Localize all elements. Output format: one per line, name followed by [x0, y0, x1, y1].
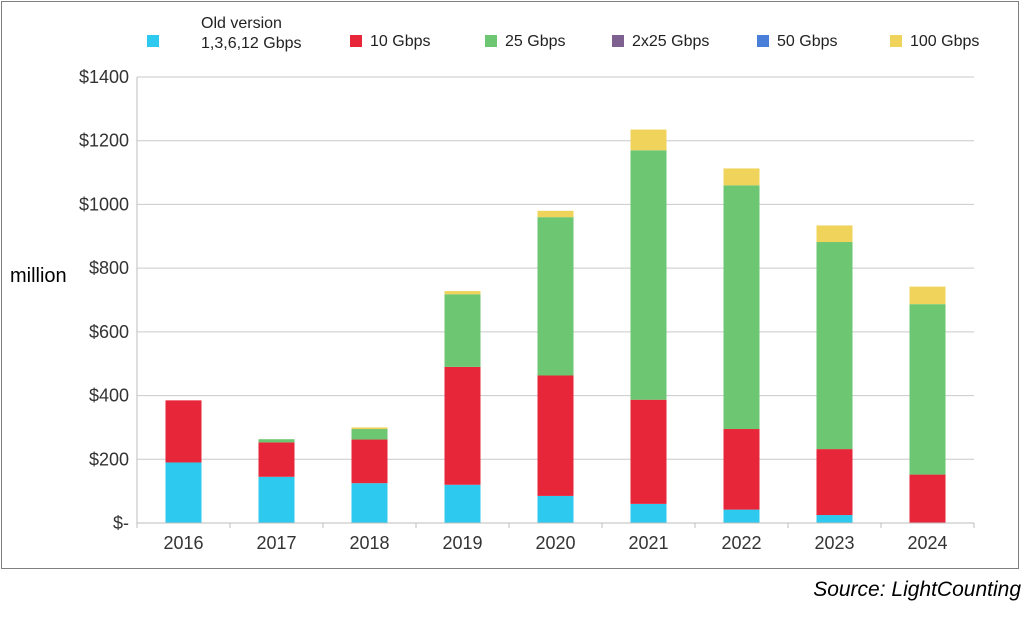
legend-label: Old version [201, 15, 282, 32]
legend-swatch [147, 35, 159, 47]
legend-label: 25 Gbps [505, 33, 565, 50]
bar-segment [723, 429, 760, 510]
bar-segment [444, 366, 481, 485]
y-tick-label: $1400 [79, 67, 129, 87]
bar-segment [630, 503, 667, 523]
bar-segment [165, 400, 202, 463]
y-tick-label: $800 [89, 258, 129, 278]
legend-label: 2x25 Gbps [632, 33, 709, 50]
y-tick-label: $400 [89, 386, 129, 406]
legend-swatch [890, 35, 902, 47]
bar-segment [351, 439, 388, 484]
bar-segment [258, 439, 295, 443]
legend-label: 10 Gbps [370, 33, 430, 50]
bar-segment [444, 291, 481, 295]
bar-segment [909, 286, 946, 305]
legend-swatch [485, 35, 497, 47]
bar-segment [816, 515, 853, 523]
axes: $- $200 $400 $600 $800 $1000 $1200 $1400 2016 201… [79, 67, 975, 553]
y-tick-label: $600 [89, 322, 129, 342]
bar-segment [258, 442, 295, 477]
source-note: Source: LightCounting [813, 578, 1021, 601]
legend-swatch [350, 35, 362, 47]
x-tick-label: 2021 [628, 533, 668, 553]
x-tick-label: 2016 [163, 533, 203, 553]
bar-segment [630, 150, 667, 400]
bar-segment [723, 168, 760, 186]
legend-label: 50 Gbps [777, 33, 837, 50]
bars [165, 129, 946, 523]
y-tick-label: $- [113, 513, 129, 533]
bar-segment [537, 495, 574, 523]
bar-segment [165, 462, 202, 523]
x-tick-label: 2017 [256, 533, 296, 553]
bar-segment [816, 449, 853, 516]
legend-label: 100 Gbps [910, 33, 979, 50]
bar-segment [630, 129, 667, 151]
legend-swatch [757, 35, 769, 47]
x-tick-label: 2019 [442, 533, 482, 553]
legend-label: 1,3,6,12 Gbps [201, 35, 302, 52]
bar-segment [351, 427, 388, 430]
bar-segment [258, 476, 295, 523]
x-tick-label: 2022 [721, 533, 761, 553]
bar-segment [909, 474, 946, 523]
bar-segment [351, 483, 388, 523]
bar-segment [537, 375, 574, 496]
y-axis-label: million [10, 265, 67, 287]
legend: Old version 1,3,6,12 Gbps 10 Gbps 25 Gbps 2x… [147, 15, 979, 52]
y-tick-label: $200 [89, 449, 129, 469]
y-tick-label: $1200 [79, 131, 129, 151]
stacked-bar-chart: $- $200 $400 $600 $800 $1000 $1200 $1400 2016 201… [79, 15, 979, 553]
bar-segment [816, 225, 853, 243]
bar-segment [537, 217, 574, 376]
bar-segment [723, 509, 760, 523]
bar-segment [909, 304, 946, 475]
x-tick-label: 2024 [907, 533, 947, 553]
bar-segment [444, 294, 481, 367]
y-tick-label: $1000 [79, 194, 129, 214]
legend-swatch [612, 35, 624, 47]
x-tick-label: 2018 [349, 533, 389, 553]
bar-segment [351, 429, 388, 440]
x-tick-label: 2023 [814, 533, 854, 553]
chart-frame: $- $200 $400 $600 $800 $1000 $1200 $1400 2016 201… [1, 1, 1019, 569]
x-tick-label: 2020 [535, 533, 575, 553]
bar-segment [630, 399, 667, 504]
bar-segment [723, 185, 760, 430]
bar-segment [816, 242, 853, 450]
bar-segment [537, 210, 574, 218]
bar-segment [444, 484, 481, 523]
